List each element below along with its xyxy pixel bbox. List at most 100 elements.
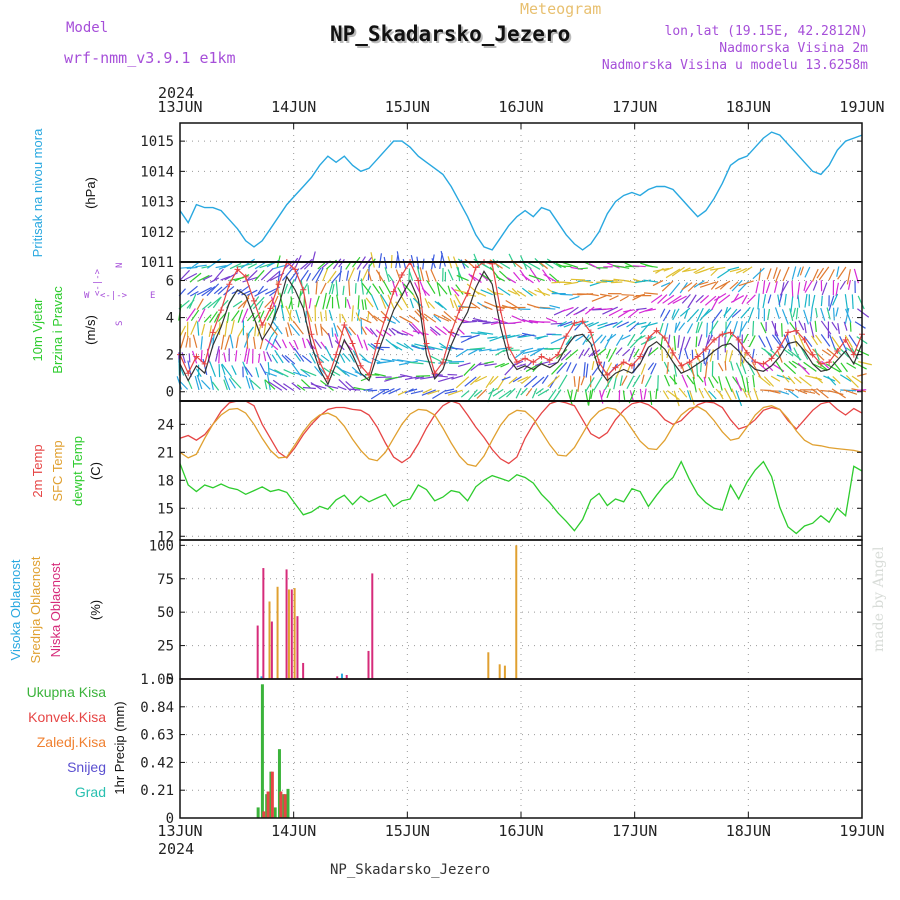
wind-gust-marker [308, 331, 315, 338]
wind-arrow [696, 307, 704, 323]
wind-arrow [820, 307, 826, 321]
wind-arrow [211, 381, 220, 391]
wind-arrow [547, 362, 557, 366]
wind-arrow [213, 313, 220, 323]
wind-arrow [468, 349, 478, 356]
wind-arrow [409, 361, 424, 365]
y-tick-label: 1015 [140, 134, 174, 150]
wind-arrow [844, 334, 853, 348]
wind-arrow [315, 267, 324, 284]
wind-arrow [502, 347, 514, 353]
wind-arrow [669, 375, 678, 385]
wind-arrow [218, 364, 221, 378]
wind-arrow [212, 296, 222, 309]
wind-arrow [525, 388, 533, 397]
wind-arrow [190, 320, 198, 335]
wind-arrow [840, 374, 852, 382]
wind-arrow [464, 376, 477, 387]
wind-arrow [408, 268, 411, 282]
x-tick-label-bottom: 16JUN [498, 822, 543, 840]
wind-arrow [396, 341, 409, 349]
wind-arrow [479, 272, 489, 281]
wind-arrow [395, 301, 403, 311]
wind-arrow [395, 269, 402, 283]
wind-arrow [492, 388, 504, 397]
precip-total-bar [260, 684, 264, 818]
wind-arrow [803, 390, 816, 394]
wind-gust-marker [768, 355, 775, 362]
wind-arrow [208, 325, 212, 337]
wind-arrow [290, 296, 294, 310]
wind-arrow [793, 334, 798, 347]
wind-arrow [717, 362, 724, 372]
wind-arrow [600, 293, 612, 297]
wind-arrow [325, 310, 328, 321]
wind-arrow [857, 308, 870, 318]
wind-arrow [590, 388, 594, 400]
wind-arrow [667, 295, 682, 306]
wind-arrow [724, 334, 733, 349]
wind-arrow [300, 258, 313, 270]
wind-arrow [765, 282, 771, 294]
wind-gust-marker [587, 329, 594, 336]
wind-arrow [245, 375, 251, 389]
wind-arrow [815, 307, 818, 318]
wind-arrow [559, 320, 573, 327]
wind-arrow [521, 274, 534, 284]
wind-arrow [484, 363, 497, 367]
precip-total-bar [273, 807, 277, 818]
wind-arrow [250, 379, 261, 390]
panel-frame [179, 122, 863, 263]
wind-arrow [378, 253, 383, 268]
wind-arrow [789, 308, 794, 321]
wind-arrow [246, 270, 258, 281]
cloud-low-bar [367, 650, 370, 679]
precip-legend-3: Snijeg [67, 759, 106, 775]
wind-arrow [457, 258, 470, 269]
wind-arrow [241, 308, 249, 323]
wind-arrow [687, 282, 698, 292]
wind-arrow [300, 379, 311, 389]
wind-arrow [674, 321, 681, 332]
wind-arrow [735, 362, 744, 378]
wind-arrow [644, 292, 658, 295]
wind-arrow [338, 378, 352, 392]
wind-arrow [484, 361, 494, 365]
wind-arrow [248, 377, 255, 391]
wind-arrow [253, 336, 256, 350]
wind-arrow [425, 270, 430, 283]
wind-arrow [336, 294, 340, 309]
wind-arrow [784, 293, 787, 306]
y-tick-label: 18 [157, 473, 174, 489]
wind-arrow [609, 295, 619, 301]
wind-arrow [456, 274, 469, 282]
wind-arrow [481, 304, 493, 311]
wind-arrow [308, 298, 312, 309]
wind-arrow [327, 332, 334, 348]
wind-gust-marker [596, 359, 603, 366]
wind-arrow [234, 350, 238, 362]
wind-arrow [231, 310, 240, 322]
wind-gust-marker [365, 372, 372, 379]
y-tick-label: 0.21 [140, 783, 174, 799]
wind-arrow [342, 285, 345, 296]
wind-arrow [302, 386, 316, 390]
y-tick-label: 1011 [140, 255, 174, 271]
wind-arrow [449, 298, 455, 309]
precip-conv-bar [262, 811, 266, 818]
cloud-low-bar [302, 662, 305, 679]
wind-gust-marker [752, 359, 759, 366]
wind-arrow [662, 294, 675, 304]
wind-arrow [556, 281, 572, 284]
wind-arrow [433, 313, 450, 322]
wind-arrow [234, 274, 250, 282]
wind-arrow [285, 327, 289, 338]
wind-arrow [221, 363, 232, 378]
wind-arrow [565, 306, 579, 317]
wind-arrow [523, 362, 532, 371]
wind-arrow [528, 274, 545, 282]
y-tick-label: 0.42 [140, 755, 174, 771]
wind-arrow [220, 364, 226, 375]
x-tick-label-top: 14JUN [271, 98, 316, 116]
